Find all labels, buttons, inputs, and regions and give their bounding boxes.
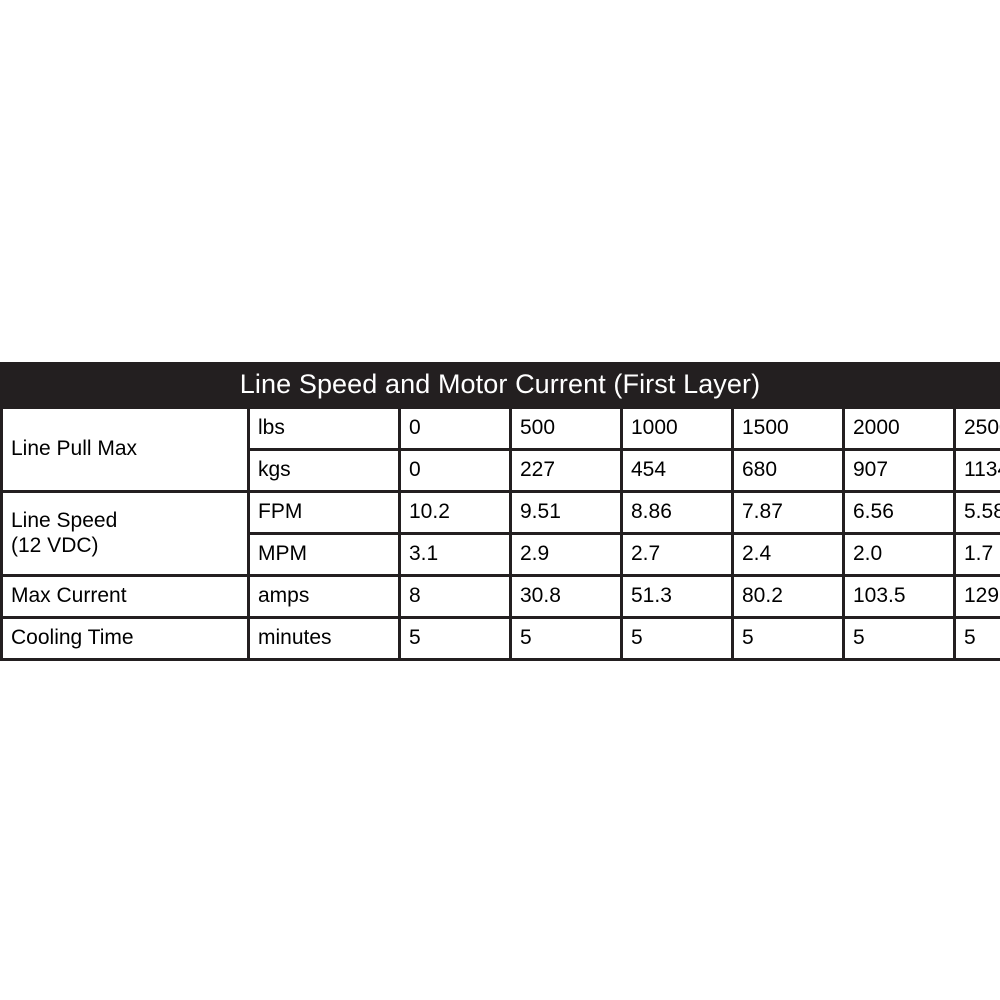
data-cell: 5: [953, 616, 1000, 661]
row-label-cell: Cooling Time: [0, 616, 250, 661]
data-cell: 2.0: [842, 532, 956, 577]
row-label-cell: Max Current: [0, 574, 250, 619]
data-cell: 680: [731, 448, 845, 493]
data-cell: 5: [731, 616, 845, 661]
data-cell: 3.1: [398, 532, 512, 577]
row-label-line: (12 VDC): [11, 533, 99, 557]
data-cell: 907: [842, 448, 956, 493]
row-label-cell: Line Pull Max: [0, 406, 250, 493]
data-cell: 1.7: [953, 532, 1000, 577]
unit-cell: FPM: [247, 490, 401, 535]
row-label-cell: Line Speed (12 VDC): [0, 490, 250, 577]
data-cell: 7.87: [731, 490, 845, 535]
data-cell: 227: [509, 448, 623, 493]
specification-table: Line Pull Maxlbs050010001500200025003000…: [0, 406, 1000, 661]
data-cell: 1000: [620, 406, 734, 451]
data-cell: 10.2: [398, 490, 512, 535]
data-cell: 454: [620, 448, 734, 493]
data-cell: 5.58: [953, 490, 1000, 535]
unit-cell: MPM: [247, 532, 401, 577]
data-cell: 2500: [953, 406, 1000, 451]
data-cell: 5: [398, 616, 512, 661]
row-label-line: Line Pull Max: [11, 437, 138, 461]
data-cell: 8: [398, 574, 512, 619]
data-cell: 0: [398, 448, 512, 493]
data-cell: 5: [509, 616, 623, 661]
table-row: Cooling Timeminutes5555555: [0, 616, 1000, 661]
data-cell: 2000: [842, 406, 956, 451]
row-label-line: Cooling Time: [11, 626, 134, 650]
data-cell: 9.51: [509, 490, 623, 535]
data-cell: 103.5: [842, 574, 956, 619]
table-row: Line Pull Maxlbs050010001500200025003000: [0, 406, 1000, 493]
data-cell: 5: [620, 616, 734, 661]
data-cell: 500: [509, 406, 623, 451]
data-cell: 129: [953, 574, 1000, 619]
data-cell: 2.9: [509, 532, 623, 577]
unit-cell: lbs: [247, 406, 401, 451]
unit-cell: amps: [247, 574, 401, 619]
data-cell: 1500: [731, 406, 845, 451]
data-cell: 2.7: [620, 532, 734, 577]
row-label-line: Line Speed: [11, 508, 118, 532]
data-cell: 30.8: [509, 574, 623, 619]
table-row: Max Currentamps830.851.380.2103.5129160.…: [0, 574, 1000, 619]
data-cell: 2.4: [731, 532, 845, 577]
data-cell: 6.56: [842, 490, 956, 535]
data-cell: 0: [398, 406, 512, 451]
data-cell: 80.2: [731, 574, 845, 619]
data-cell: 1134: [953, 448, 1000, 493]
unit-cell: minutes: [247, 616, 401, 661]
unit-cell: kgs: [247, 448, 401, 493]
spec-table-container: Line Speed and Motor Current (First Laye…: [0, 362, 1000, 661]
data-cell: 5: [842, 616, 956, 661]
row-label-line: Max Current: [11, 584, 127, 608]
table-title: Line Speed and Motor Current (First Laye…: [0, 362, 1000, 406]
table-row: Line Speed (12 VDC) FPM 10.2 9.51 8.86 7.87 6.5…: [0, 490, 1000, 577]
data-cell: 8.86: [620, 490, 734, 535]
table-body: Line Pull Maxlbs050010001500200025003000…: [0, 406, 1000, 661]
table-row: kgs022745468090711341361: [2, 448, 1000, 493]
data-cell: 51.3: [620, 574, 734, 619]
